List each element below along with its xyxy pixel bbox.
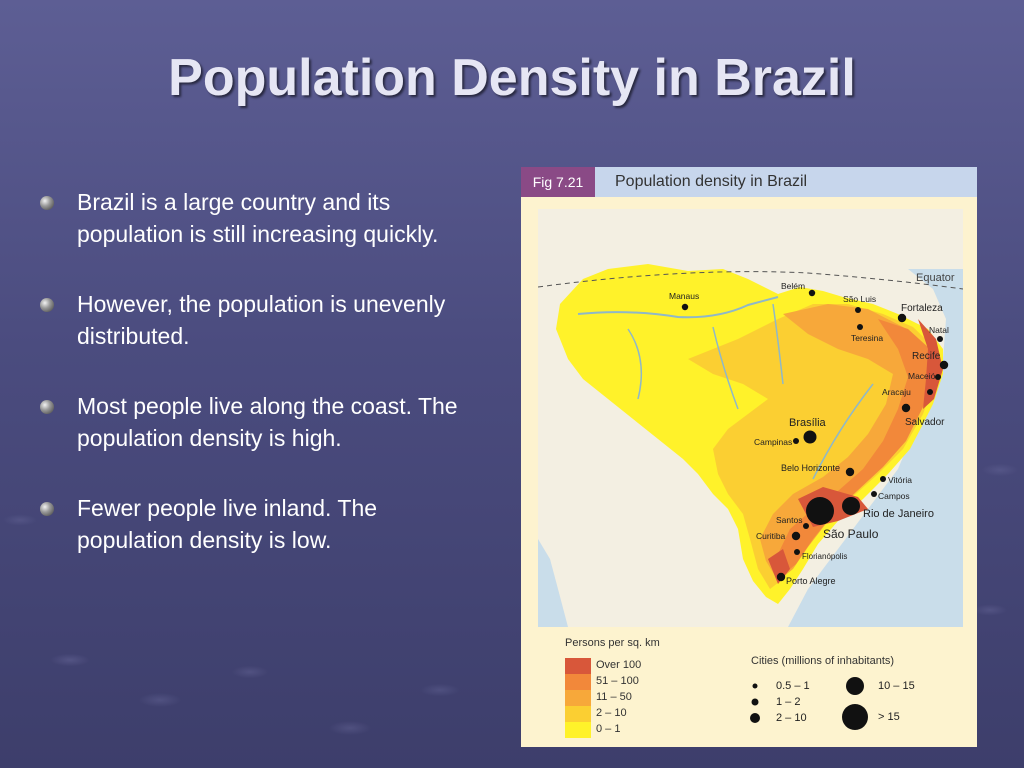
- city-dot-campos: [871, 491, 877, 497]
- city-label-curitiba: Curitiba: [756, 531, 786, 541]
- density-legend-title: Persons per sq. km: [565, 637, 660, 649]
- legend-label: Over 100: [596, 659, 642, 671]
- bullet-dot-icon: [40, 196, 54, 210]
- bullet-list: Brazil is a large country and its popula…: [40, 186, 460, 594]
- tributary-river: [627, 328, 643, 400]
- city-dot-curitiba: [791, 531, 801, 541]
- figure-number: Fig 7.21: [521, 167, 595, 197]
- city-dot-maceio: [935, 374, 941, 380]
- slide-title: Population Density in Brazil: [168, 49, 856, 107]
- city-label-maceio: Maceió: [908, 371, 936, 381]
- city-dot-rio-de-janeiro: [842, 497, 860, 515]
- cities-legend-title: Cities (millions of inhabitants): [751, 655, 895, 667]
- city-dot-salvador: [901, 403, 911, 413]
- cities-legend-label: 2 – 10: [776, 712, 807, 724]
- city-label-recife: Recife: [912, 351, 941, 362]
- city-dot-aracaju: [927, 389, 933, 395]
- city-dot-sao-paulo: [806, 497, 834, 525]
- city-dot-teresina: [857, 324, 863, 330]
- legend-swatch-over-100: [565, 658, 591, 674]
- city-label-vitoria: Vitória: [888, 475, 912, 485]
- city-label-campos: Campos: [878, 491, 910, 501]
- city-dot-belem: [808, 289, 816, 297]
- tributary-river: [772, 303, 784, 385]
- legend-label: 11 – 50: [596, 691, 632, 703]
- legend-city-dot-medium: [751, 698, 759, 706]
- bullet-dot-icon: [40, 298, 54, 312]
- city-label-fortaleza: Fortaleza: [901, 303, 943, 314]
- city-label-salvador: Salvador: [905, 417, 945, 428]
- legend-swatch-0-1: [565, 722, 591, 738]
- city-dot-vitoria: [880, 476, 886, 482]
- legend-label: 51 – 100: [596, 675, 639, 687]
- city-label-rio-de-janeiro: Rio de Janeiro: [863, 508, 934, 520]
- city-label-sao-luis: São Luis: [843, 294, 876, 304]
- city-label-brasilia: Brasília: [789, 417, 827, 429]
- legend-label: 0 – 1: [596, 723, 621, 735]
- city-dot-belo-horizonte: [845, 467, 855, 477]
- atlantic-ocean: [788, 269, 963, 627]
- amazon-river: [577, 296, 779, 319]
- bullet-item: Most people live along the coast. The po…: [40, 390, 460, 454]
- city-label-teresina: Teresina: [851, 333, 883, 343]
- city-label-campinas: Campinas: [754, 437, 792, 447]
- bullet-dot-icon: [40, 400, 54, 414]
- cities-legend-label: 10 – 15: [878, 680, 915, 692]
- map-figure: Fig 7.21 Population density in Brazil Eq…: [521, 167, 977, 747]
- city-dot-sao-luis: [855, 307, 861, 313]
- bullet-dot-icon: [40, 502, 54, 516]
- city-dot-recife: [939, 360, 949, 370]
- city-dot-campinas: [793, 438, 799, 444]
- cities-legend-label: > 15: [878, 711, 900, 723]
- legend-swatch-51-100: [565, 674, 591, 690]
- city-dot-manaus: [681, 303, 689, 311]
- city-dot-brasilia: [803, 430, 817, 444]
- equator-label: Equator: [916, 272, 955, 284]
- city-dot-porto-alegre: [776, 572, 786, 582]
- bullet-item: Fewer people live inland. The population…: [40, 492, 460, 556]
- brazil-density-11-50: [760, 304, 930, 581]
- city-label-belem: Belém: [781, 281, 805, 291]
- legend-city-dot-xlarge: [846, 677, 864, 695]
- city-label-porto-alegre: Porto Alegre: [786, 576, 836, 586]
- city-dot-florianopolis: [794, 549, 800, 555]
- city-dot-fortaleza: [897, 313, 907, 323]
- cities-legend-symbols: [750, 677, 868, 730]
- city-label-florianopolis: Florianópolis: [802, 552, 847, 561]
- city-dot-natal: [937, 336, 943, 342]
- city-dot-santos: [803, 523, 809, 529]
- sao-francisco-river: [812, 383, 874, 480]
- cities-legend-label: 1 – 2: [776, 696, 801, 708]
- legend-label: 2 – 10: [596, 707, 627, 719]
- legend-swatch-11-50: [565, 690, 591, 706]
- legend-city-dot-small: [752, 683, 758, 689]
- legend-city-dot-xxlarge: [842, 704, 868, 730]
- brazil-density-2-10: [688, 304, 936, 589]
- bullet-text: However, the population is unevenly dist…: [77, 291, 446, 349]
- legend-city-dot-large: [750, 713, 760, 723]
- bullet-text: Brazil is a large country and its popula…: [77, 189, 439, 247]
- legend-swatch-2-10: [565, 706, 591, 722]
- bullet-item: However, the population is unevenly dist…: [40, 288, 460, 352]
- pacific-ocean: [538, 539, 568, 627]
- cities-legend-label: 0.5 – 1: [776, 680, 810, 692]
- tributary-river: [712, 326, 739, 410]
- bullet-text: Fewer people live inland. The population…: [77, 495, 378, 553]
- city-label-manaus: Manaus: [669, 291, 699, 301]
- city-label-santos: Santos: [776, 515, 802, 525]
- city-label-sao-paulo: São Paulo: [823, 527, 879, 541]
- city-label-belo-horizonte: Belo Horizonte: [781, 463, 840, 473]
- city-label-aracaju: Aracaju: [882, 387, 911, 397]
- figure-header: Fig 7.21 Population density in Brazil: [521, 167, 977, 197]
- density-over-100-northeast: [918, 319, 943, 409]
- bullet-text: Most people live along the coast. The po…: [77, 393, 458, 451]
- equator-line: [538, 271, 963, 290]
- city-label-natal: Natal: [929, 325, 949, 335]
- brazil-map: Equator Manaus Belém São Luis Fortaleza …: [538, 209, 963, 627]
- bullet-item: Brazil is a large country and its popula…: [40, 186, 460, 250]
- figure-title: Population density in Brazil: [615, 173, 808, 190]
